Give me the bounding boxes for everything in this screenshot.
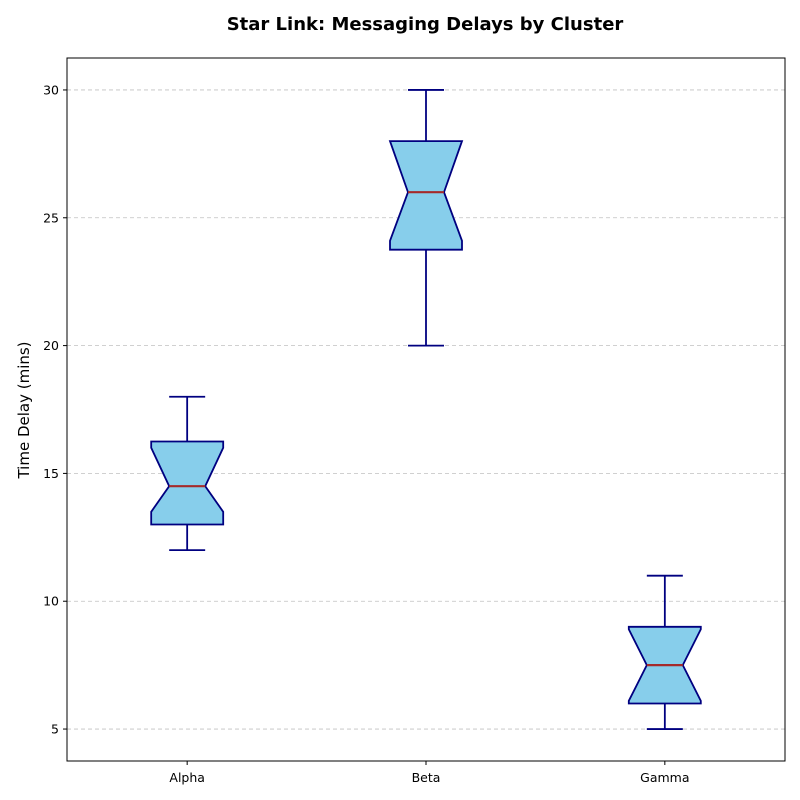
y-tick-label-15: 15 (43, 466, 59, 481)
chart-title: Star Link: Messaging Delays by Cluster (227, 14, 624, 35)
x-tick-label-gamma: Gamma (640, 770, 689, 785)
y-tick-label-25: 25 (43, 210, 59, 225)
box-gamma (627, 574, 702, 730)
box-body-beta (388, 140, 464, 251)
y-axis-ticks: 5 10 15 20 25 30 (43, 82, 67, 737)
box-beta (388, 89, 464, 347)
box-series (150, 89, 702, 730)
y-tick-label-20: 20 (43, 338, 59, 353)
x-tick-label-alpha: Alpha (169, 770, 205, 785)
y-tick-label-30: 30 (43, 82, 59, 97)
y-axis-label: Time Delay (mins) (15, 341, 33, 479)
y-tick-label-10: 10 (43, 594, 59, 609)
x-tick-label-beta: Beta (412, 770, 441, 785)
box-alpha (150, 395, 225, 551)
x-axis-ticks: Alpha Beta Gamma (169, 761, 690, 785)
y-tick-label-5: 5 (51, 722, 59, 737)
box-body-alpha (150, 440, 225, 526)
